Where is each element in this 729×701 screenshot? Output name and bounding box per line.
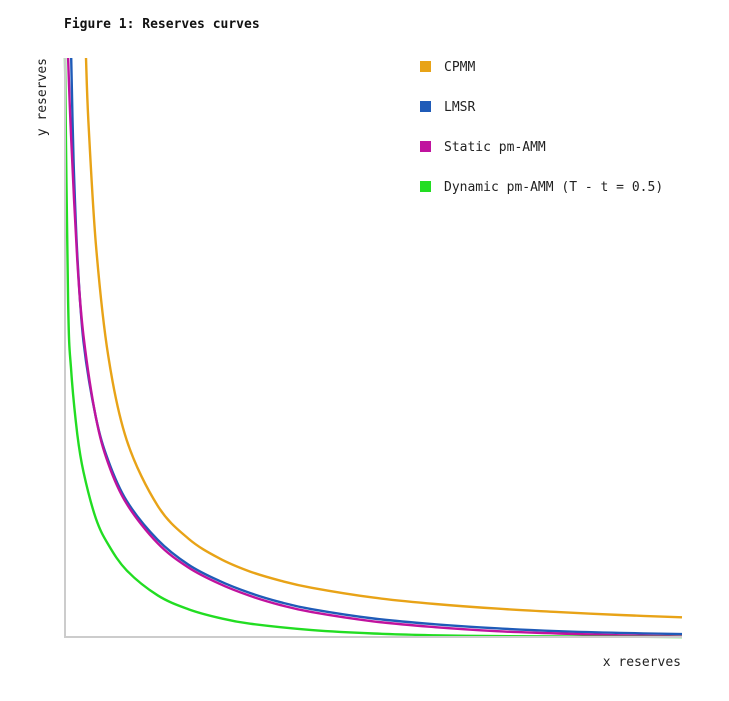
legend-swatch-4 bbox=[420, 181, 431, 192]
legend-label-2: LMSR bbox=[444, 100, 475, 115]
legend-label-3: Static pm-AMM bbox=[444, 140, 546, 155]
series-line-1 bbox=[84, 57, 683, 619]
legend-label-4: Dynamic pm-AMM (T - t = 0.5) bbox=[444, 180, 663, 195]
series-line-4 bbox=[63, 57, 683, 639]
y-axis-label: y reserves bbox=[35, 58, 50, 136]
series-line-3 bbox=[66, 57, 683, 638]
x-axis-label: x reserves bbox=[603, 655, 681, 670]
legend-swatch-1 bbox=[420, 61, 431, 72]
chart-title: Figure 1: Reserves curves bbox=[64, 17, 260, 32]
legend-swatch-3 bbox=[420, 141, 431, 152]
plot-area bbox=[63, 57, 683, 639]
legend-swatch-2 bbox=[420, 101, 431, 112]
axes-lines bbox=[64, 58, 682, 638]
legend-label-1: CPMM bbox=[444, 60, 475, 75]
legend: CPMM LMSR Static pm-AMM Dynamic pm-AMM (T -… bbox=[420, 60, 663, 195]
